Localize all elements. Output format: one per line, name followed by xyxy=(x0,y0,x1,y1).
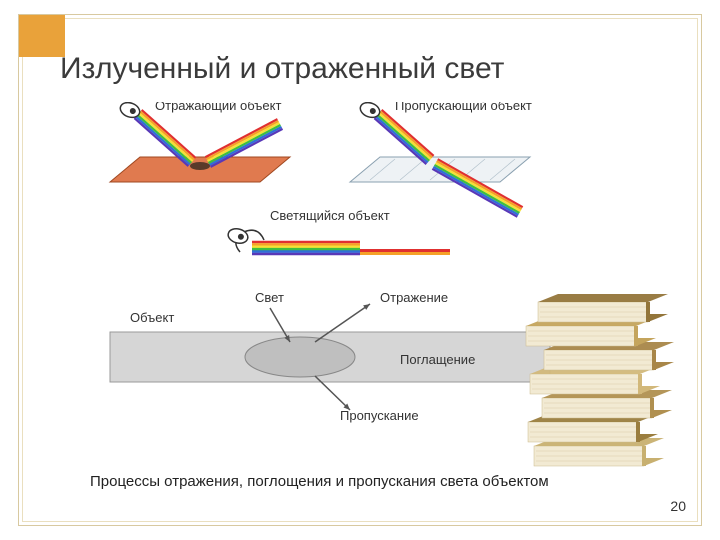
svg-text:Отражающий объект: Отражающий объект xyxy=(155,102,281,113)
main-diagram: Отражающий объект Пропускающий объект Свет… xyxy=(100,102,560,452)
page-number: 20 xyxy=(670,498,686,514)
svg-text:Светящийся объект: Светящийся объект xyxy=(270,208,390,223)
svg-text:Пропускающий объект: Пропускающий объект xyxy=(395,102,532,113)
corner-accent xyxy=(19,15,65,57)
svg-text:Пропускание: Пропускание xyxy=(340,408,419,423)
slide-title: Излученный и отраженный свет xyxy=(60,52,504,86)
svg-text:Объект: Объект xyxy=(130,310,174,325)
svg-text:Поглащение: Поглащение xyxy=(400,352,475,367)
caption-text: Процессы отражения, поглощения и пропуск… xyxy=(90,473,549,490)
svg-text:Свет: Свет xyxy=(255,290,284,305)
svg-text:Отражение: Отражение xyxy=(380,290,448,305)
books-decoration xyxy=(514,256,684,476)
